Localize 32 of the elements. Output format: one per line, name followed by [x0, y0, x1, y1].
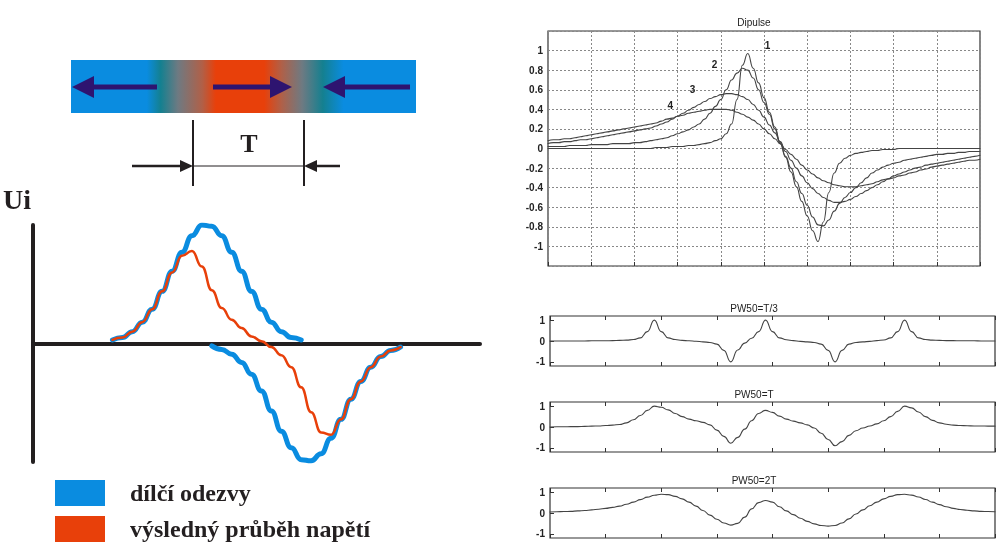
chart-title: Dipulse: [737, 16, 772, 28]
series-label: 1: [764, 40, 771, 52]
y-tick-label: -1: [536, 528, 546, 540]
y-tick-label: -0.4: [525, 182, 544, 194]
chart-title: PW50=2T: [731, 474, 777, 486]
chart-title: PW50=T/3: [730, 302, 779, 314]
y-tick-label: 0: [539, 421, 546, 433]
y-tick-label: -1: [536, 356, 546, 368]
y-tick-label: 0: [539, 335, 546, 347]
series-label: 3: [689, 84, 696, 96]
y-tick-label: 1: [539, 486, 546, 498]
series-label: 2: [711, 58, 718, 70]
y-tick-label: 1: [537, 45, 544, 57]
y-tick-label: -0.6: [525, 201, 544, 213]
y-tick-label: -1: [534, 240, 544, 252]
y-tick-label: 0: [537, 143, 544, 154]
y-tick-label: 1: [539, 400, 546, 412]
y-tick-label: 1: [539, 314, 546, 326]
series-label: 4: [667, 99, 674, 111]
y-tick-label: -0.2: [525, 162, 544, 174]
text: T: [240, 129, 258, 158]
y-tick-label: 0.8: [529, 64, 544, 76]
legend-label: dílčí odezvy: [130, 480, 251, 506]
y-tick-label: 0.4: [529, 103, 544, 115]
y-tick-label: -0.8: [525, 221, 544, 233]
chart-title: PW50=T: [734, 388, 774, 400]
legend-label: výsledný průběh napětí: [130, 516, 371, 542]
y-axis-title: Ui: [3, 183, 32, 215]
y-tick-label: -1: [536, 442, 546, 454]
y-tick-label: 0.6: [529, 84, 544, 96]
y-tick-label: 0.2: [529, 123, 544, 135]
y-tick-label: 0: [539, 507, 546, 519]
